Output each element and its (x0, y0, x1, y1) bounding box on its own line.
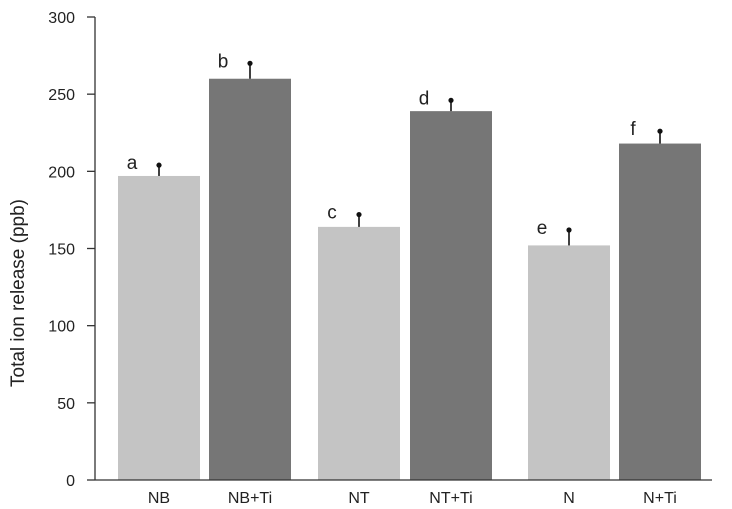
error-bar-cap (156, 162, 162, 168)
error-bar-cap (448, 97, 454, 103)
category-label: N+Ti (643, 490, 677, 507)
error-bar-cap (566, 227, 572, 233)
significance-letter: e (537, 218, 548, 239)
error-bar-cap (657, 128, 663, 134)
bar-nb (118, 175, 200, 481)
bars-group: a NB b NB+Ti c NT d NT+Ti e Nf N+Ti (118, 51, 701, 507)
y-axis: 0 50 100 150 200 250 300 (48, 10, 95, 490)
significance-letter: f (630, 119, 636, 140)
bar-nt (318, 226, 400, 480)
category-label: N (563, 490, 575, 507)
y-tick-label: 200 (48, 164, 75, 181)
category-label: NT (348, 490, 370, 507)
significance-letter: d (419, 88, 430, 109)
bar-n (528, 245, 610, 480)
y-tick-label: 250 (48, 87, 75, 104)
bar-nb-plus-ti (209, 78, 291, 480)
category-label: NB (148, 490, 170, 507)
significance-letter: a (127, 153, 138, 174)
category-label: NB+Ti (228, 490, 272, 507)
bar-nt-plus-ti (410, 111, 492, 480)
y-axis-label: Total ion release (ppb) (8, 199, 29, 387)
y-tick-label: 150 (48, 242, 75, 259)
error-bar-cap (356, 211, 362, 218)
significance-letter: c (327, 203, 337, 224)
y-tick-label: 0 (66, 473, 75, 490)
significance-letter: b (218, 51, 229, 72)
error-bar-cap (247, 60, 253, 66)
y-tick-label: 300 (48, 10, 75, 27)
y-tick-label: 50 (57, 396, 75, 413)
bar-n-plus-ti (619, 143, 701, 480)
category-label: NT+Ti (429, 490, 472, 507)
y-tick-label: 100 (48, 319, 75, 336)
